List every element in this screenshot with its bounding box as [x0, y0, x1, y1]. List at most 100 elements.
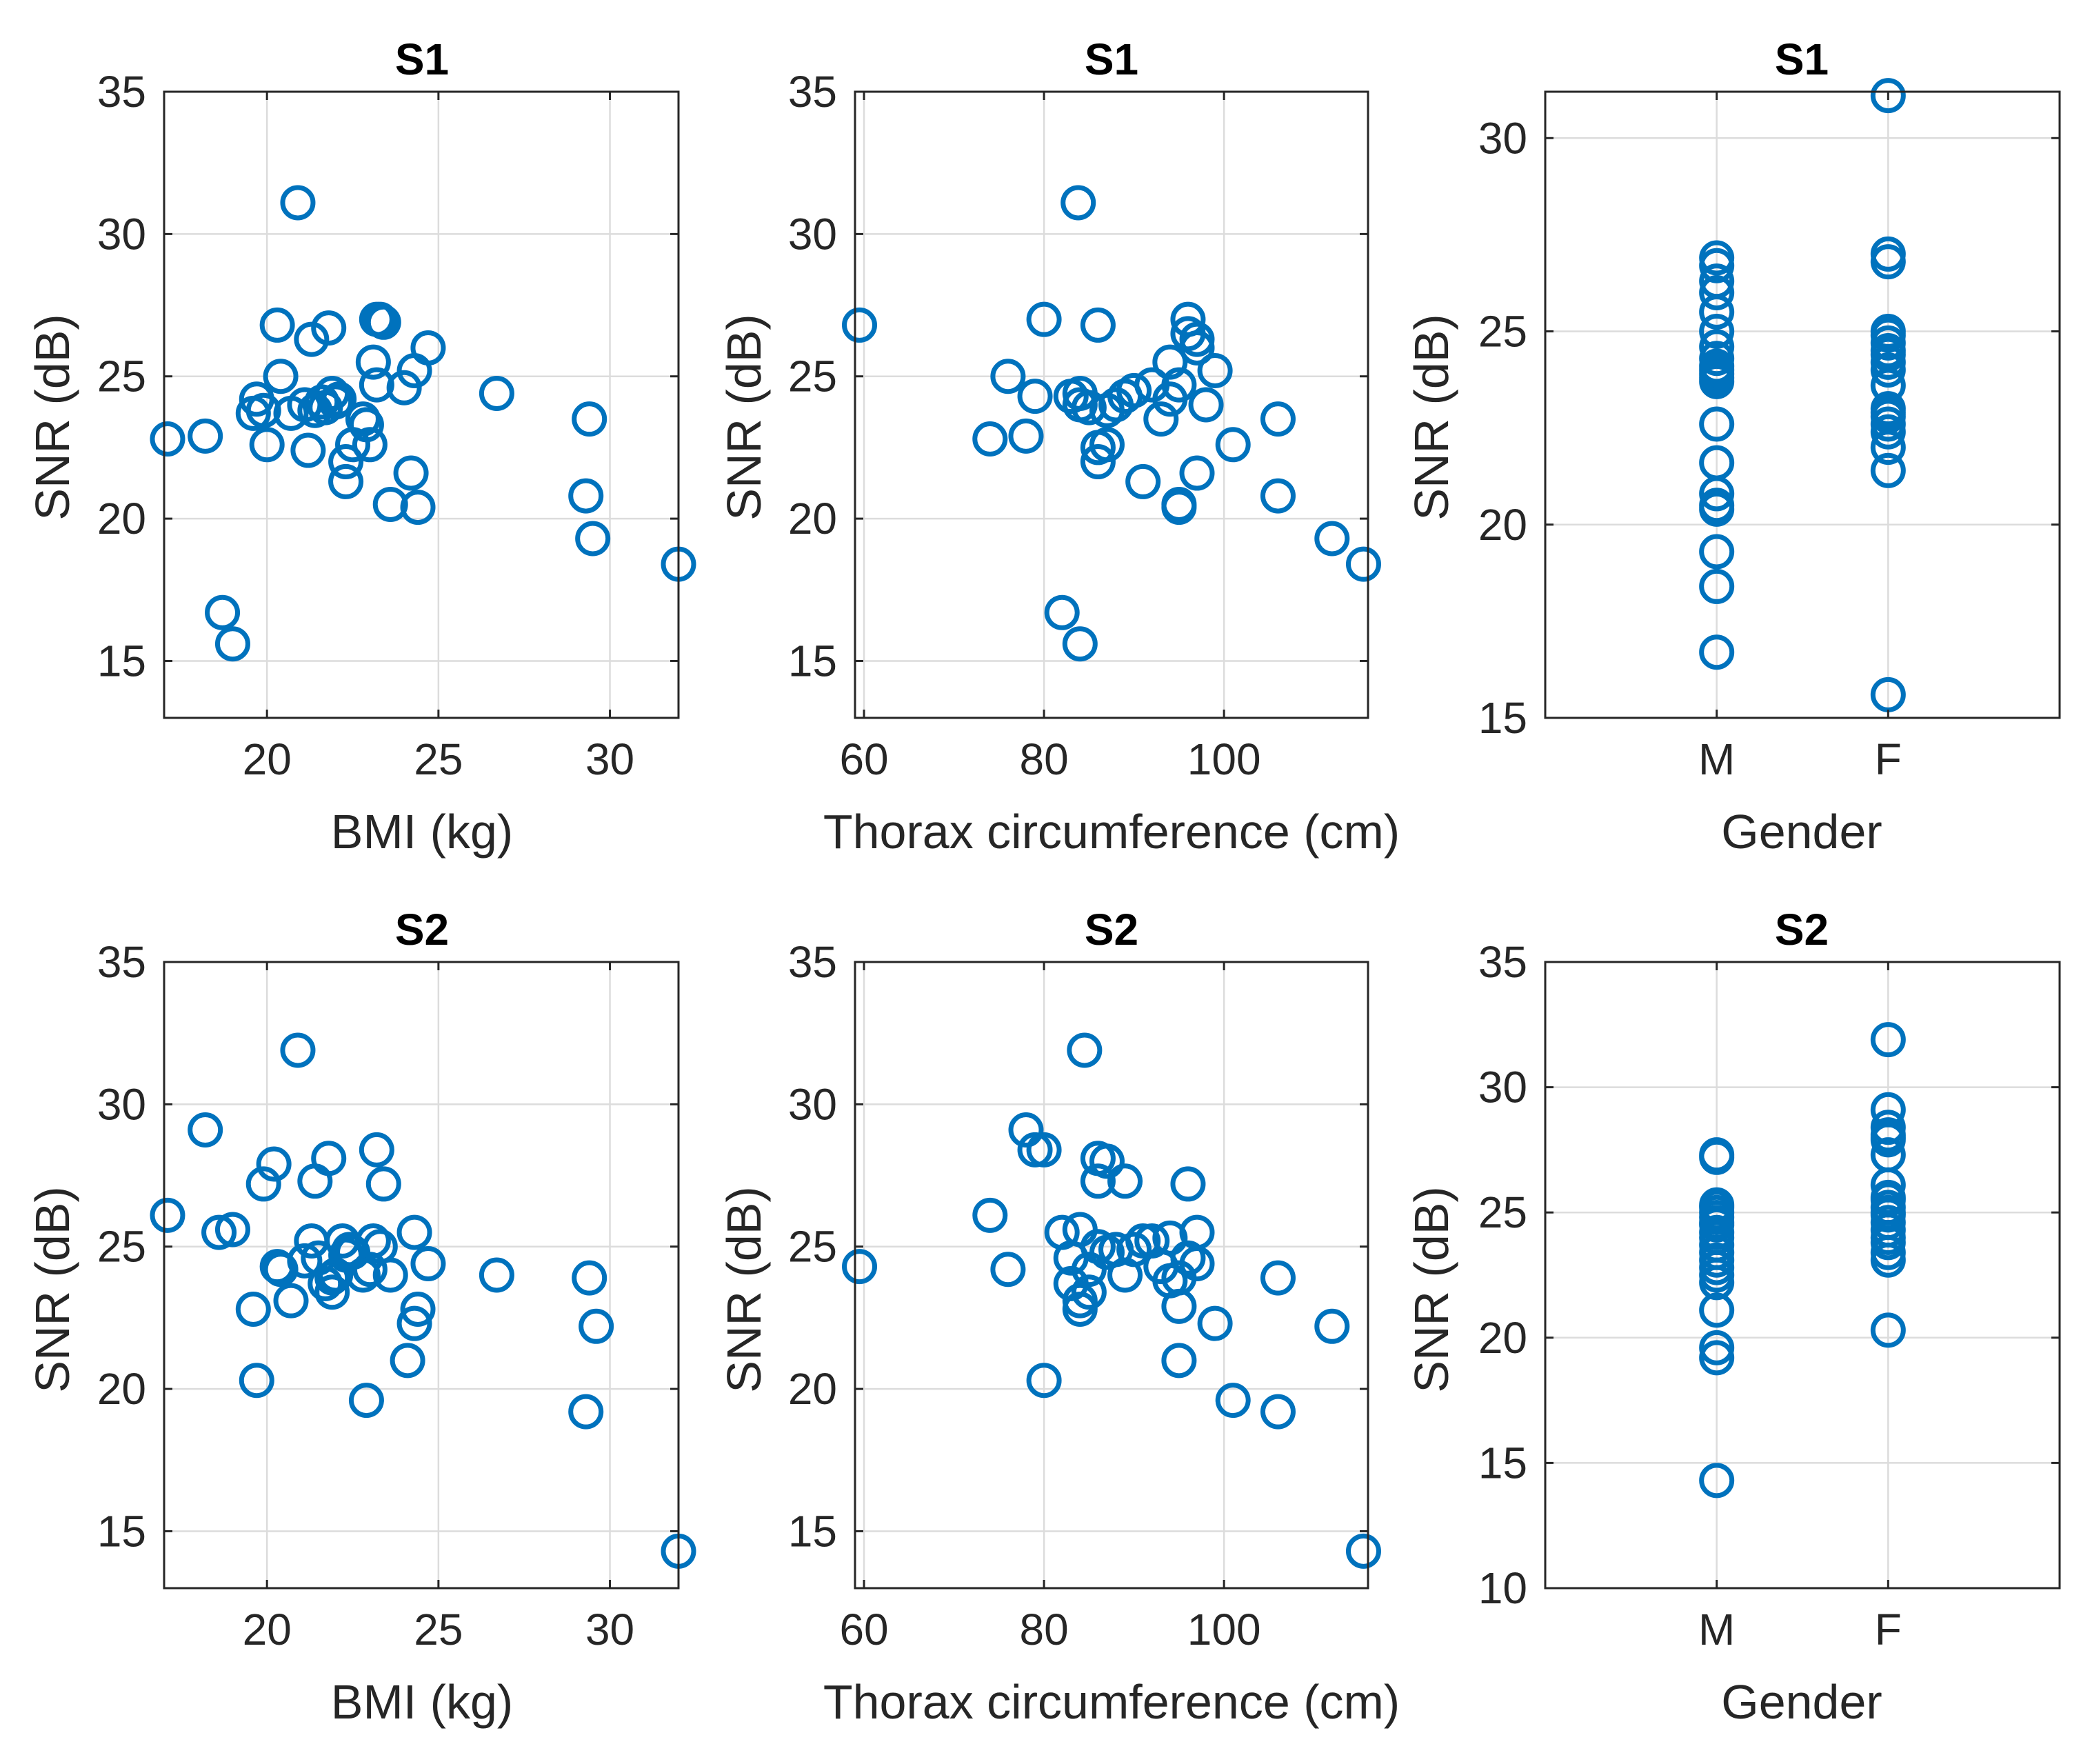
data-point — [359, 1132, 394, 1167]
data-point — [1699, 1463, 1735, 1499]
chart-title: S1 — [395, 34, 449, 84]
data-point — [1215, 1383, 1251, 1419]
y-tick-label: 15 — [1478, 1438, 1527, 1487]
x-tick-label: 20 — [243, 1605, 292, 1654]
chart-title: S2 — [1085, 905, 1138, 954]
y-axis-label: SNR (dB) — [26, 314, 79, 520]
data-point — [314, 1274, 350, 1310]
data-point — [1179, 1245, 1215, 1281]
panel-s2-bmi: S2 BMI (kg) SNR (dB) — [26, 905, 513, 1729]
data-point — [572, 1260, 607, 1296]
data-point — [1152, 344, 1188, 380]
axes-frame — [1544, 961, 2061, 1590]
y-tick-label: 35 — [1478, 937, 1527, 987]
plot-s1-bmi: 20 25 30 15 20 25 30 35 — [97, 67, 696, 784]
y-axis-label: SNR (dB) — [1405, 314, 1458, 520]
plot-s2-gender: M F 10 15 20 25 30 35 — [1478, 937, 2061, 1654]
plot-s1-thorax: 60 80 100 15 20 25 30 35 — [788, 67, 1381, 784]
panel-s1-thorax: S1 Thorax circumference (cm) SNR (dB) — [717, 34, 1400, 859]
data-point — [1008, 418, 1044, 454]
data-point — [1161, 1288, 1197, 1324]
data-point — [1699, 1190, 1735, 1225]
x-axis-label: Thorax circumference (cm) — [823, 805, 1400, 859]
data-point — [393, 455, 429, 491]
x-axis-label: Gender — [1721, 1675, 1882, 1729]
data-point — [1017, 379, 1053, 414]
data-point — [1008, 1112, 1044, 1148]
data-point — [355, 1223, 391, 1259]
x-tick-label: 100 — [1187, 1605, 1261, 1654]
data-point — [1699, 294, 1735, 330]
data-point — [1161, 1343, 1197, 1379]
data-point — [1870, 1194, 1906, 1230]
data-point — [259, 307, 295, 343]
data-point — [1870, 333, 1906, 369]
y-axis-label: SNR (dB) — [1405, 1186, 1458, 1392]
y-tick-label: 20 — [1478, 1313, 1527, 1363]
data-point — [321, 381, 357, 417]
y-tick-label: 25 — [1478, 307, 1527, 357]
y-tick-label: 20 — [1478, 500, 1527, 550]
data-point — [1870, 1312, 1906, 1348]
y-tick-label: 25 — [788, 1222, 837, 1272]
data-point — [263, 359, 299, 394]
data-point — [308, 1265, 343, 1301]
y-axis-label: SNR (dB) — [717, 1186, 771, 1392]
data-point — [479, 1257, 514, 1293]
data-point — [1179, 455, 1215, 491]
data-point — [150, 421, 185, 457]
y-tick-label: 30 — [788, 209, 837, 259]
data-point — [1143, 401, 1179, 437]
axes-frame — [854, 90, 1369, 719]
x-tick-label: 30 — [585, 734, 634, 784]
data-point — [1260, 401, 1296, 437]
data-point — [311, 310, 347, 346]
data-point — [1345, 546, 1381, 582]
y-tick-label: 25 — [1478, 1187, 1527, 1237]
data-point — [972, 421, 1008, 457]
data-point — [842, 307, 878, 343]
x-tick-label: 30 — [585, 1605, 634, 1654]
data-point — [1314, 1308, 1350, 1344]
data-point — [1161, 490, 1197, 525]
data-point — [188, 1112, 223, 1148]
y-tick-label: 35 — [97, 937, 146, 987]
data-point — [1314, 521, 1350, 557]
data-point — [1260, 1260, 1296, 1296]
data-point — [972, 1197, 1008, 1233]
y-tick-label: 10 — [1478, 1563, 1527, 1613]
data-point — [400, 490, 436, 525]
data-point — [1026, 1363, 1062, 1399]
data-point — [479, 375, 514, 411]
data-point — [287, 1243, 323, 1279]
y-tick-label: 20 — [97, 494, 146, 543]
y-tick-label: 30 — [788, 1079, 837, 1129]
data-point — [355, 344, 391, 380]
x-tick-label: F — [1875, 734, 1902, 784]
data-point — [245, 392, 281, 428]
data-point — [1116, 1232, 1152, 1267]
y-tick-label: 15 — [97, 1506, 146, 1556]
data-point — [263, 1252, 299, 1287]
data-point — [1870, 317, 1906, 353]
data-point — [396, 1305, 432, 1341]
data-point — [345, 1257, 381, 1293]
data-point — [290, 432, 326, 468]
data-point — [359, 367, 394, 403]
data-point — [1179, 330, 1215, 365]
x-tick-label: F — [1875, 1605, 1902, 1654]
data-point — [1260, 1394, 1296, 1430]
data-point — [1699, 314, 1735, 350]
data-point — [1062, 1292, 1098, 1327]
data-point — [1345, 1533, 1381, 1569]
y-tick-label: 20 — [788, 1364, 837, 1414]
data-point — [150, 1197, 185, 1233]
y-tick-label: 30 — [97, 209, 146, 259]
data-point — [1125, 463, 1161, 499]
axes-frame — [163, 90, 680, 719]
axes-frame — [163, 961, 680, 1590]
data-point — [990, 359, 1026, 394]
y-tick-label: 20 — [788, 494, 837, 543]
data-point — [1870, 452, 1906, 488]
data-point — [365, 304, 401, 340]
